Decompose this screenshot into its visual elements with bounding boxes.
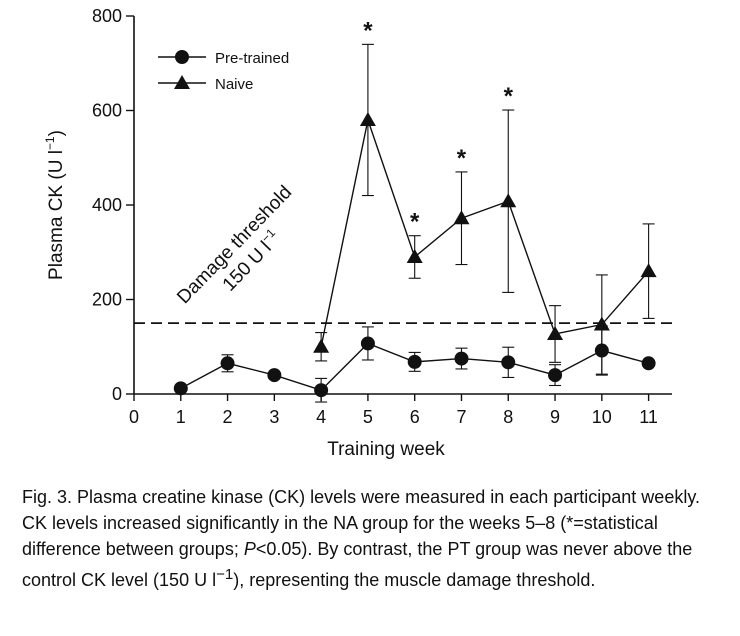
data-markers [173,111,657,398]
x-tick-label: 0 [129,407,139,427]
y-tick-label: 800 [92,6,122,26]
significance-star: * [504,83,514,110]
figure-caption: Fig. 3. Plasma creatine kinase (CK) leve… [22,484,722,593]
x-tick-label: 8 [503,407,513,427]
legend-label-pretrained: Pre-trained [215,50,289,67]
point-naive [547,325,564,340]
x-ticks: 0 1 2 3 4 5 6 7 8 9 10 11 [129,394,658,427]
point-naive [359,111,376,126]
x-tick-label: 2 [223,407,233,427]
x-tick-label: 1 [176,407,186,427]
point-pretrained [267,368,282,383]
x-tick-label: 3 [269,407,279,427]
legend-item-pretrained: Pre-trained [158,50,289,67]
legend-item-naive: Naive [158,75,253,93]
caption-text: Fig. 3. Plasma creatine kinase (CK) leve… [22,484,722,593]
y-tick-label: 600 [92,101,122,121]
legend-marker-circle [175,50,189,64]
y-tick-label: 400 [92,195,122,215]
x-tick-label: 10 [592,407,612,427]
point-pretrained [548,368,563,383]
point-pretrained [220,356,235,371]
point-naive [500,193,517,208]
threshold-label: Damage threshold 150 U l−1 [173,182,296,308]
ck-chart: 0 200 400 600 800 0 1 2 3 4 5 6 7 8 9 10 11 * * * * Traini… [43,6,672,460]
x-tick-label: 7 [456,407,466,427]
x-tick-label: 5 [363,407,373,427]
point-naive [593,316,610,331]
point-pretrained [407,354,422,369]
y-axis-label-main: Plasma CK (U l [46,150,67,280]
y-tick-label: 200 [92,290,122,310]
caption-p-value: P [243,539,256,559]
point-pretrained [641,356,656,371]
chart-axes [133,16,672,395]
point-pretrained [314,383,329,398]
point-pretrained [501,355,516,370]
point-pretrained [454,351,469,366]
point-pretrained [360,336,375,351]
caption-label: Fig. 3. [22,487,73,507]
caption-part3: ), representing the muscle damage thresh… [233,570,596,590]
error-bars [221,43,655,403]
y-ticks: 0 200 400 600 800 [92,6,134,404]
point-naive [406,248,423,263]
series-line-naive [320,117,650,347]
y-axis-label-end: ) [46,130,67,136]
legend: Pre-trained Naive [158,50,289,93]
x-axis-label: Training week [327,439,445,460]
caption-part2: <0.05). By contrast, the PT group was ne… [22,539,693,590]
point-naive [453,210,470,225]
point-naive [313,338,330,353]
point-naive [640,263,657,278]
x-tick-label: 11 [639,407,658,427]
y-tick-label: 0 [112,384,122,404]
point-pretrained [594,343,609,358]
legend-label-naive: Naive [215,76,253,93]
y-axis-label: Plasma CK (U l−1) [43,130,67,280]
point-pretrained [173,381,188,396]
y-axis-label-sup: −1 [43,136,57,150]
significance-star: * [410,209,420,236]
caption-sup: −1 [216,566,234,583]
x-tick-label: 4 [316,407,326,427]
significance-star: * [363,17,373,44]
significance-markers: * * * * [363,17,513,235]
significance-star: * [457,145,467,172]
x-tick-label: 6 [410,407,420,427]
caption-part1: Plasma creatine kinase (CK) levels were … [22,487,700,559]
legend-marker-triangle [174,75,190,89]
x-tick-label: 9 [550,407,560,427]
